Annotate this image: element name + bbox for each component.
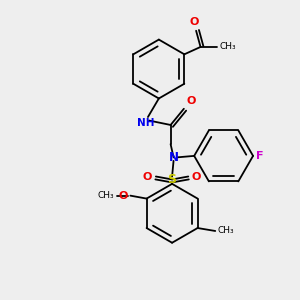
Text: O: O (119, 190, 128, 201)
Text: CH₃: CH₃ (218, 226, 234, 236)
Text: O: O (186, 96, 196, 106)
Text: F: F (256, 151, 263, 161)
Text: CH₃: CH₃ (98, 191, 114, 200)
Text: O: O (143, 172, 152, 182)
Text: O: O (192, 172, 201, 182)
Text: NH: NH (137, 118, 154, 128)
Text: S: S (168, 173, 177, 186)
Text: CH₃: CH₃ (219, 42, 236, 51)
Text: O: O (190, 17, 199, 27)
Text: N: N (169, 151, 178, 164)
